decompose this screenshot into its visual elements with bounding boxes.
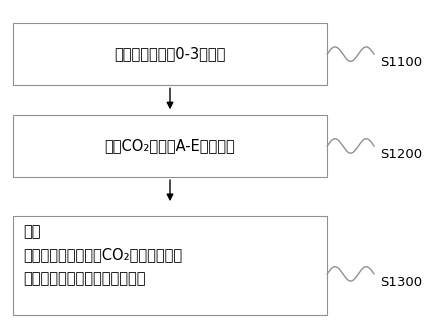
Text: 当前档位和一段时间CO₂测量值综合判: 当前档位和一段时间CO₂测量值综合判	[23, 247, 182, 262]
Text: 断，对进风档位进行差异化控制: 断，对进风档位进行差异化控制	[23, 271, 146, 286]
Bar	[13, 216, 327, 315]
Bar	[13, 115, 327, 177]
Text: S1200: S1200	[380, 148, 422, 161]
Text: S1100: S1100	[380, 56, 422, 69]
Text: 设定CO₂浓度为A-E共五阈值: 设定CO₂浓度为A-E共五阈值	[105, 138, 235, 154]
Bar	[13, 23, 327, 85]
Text: 结合: 结合	[23, 224, 41, 239]
Text: S1300: S1300	[380, 276, 422, 289]
Text: 划分进风档位为0-3共四档: 划分进风档位为0-3共四档	[114, 47, 226, 62]
